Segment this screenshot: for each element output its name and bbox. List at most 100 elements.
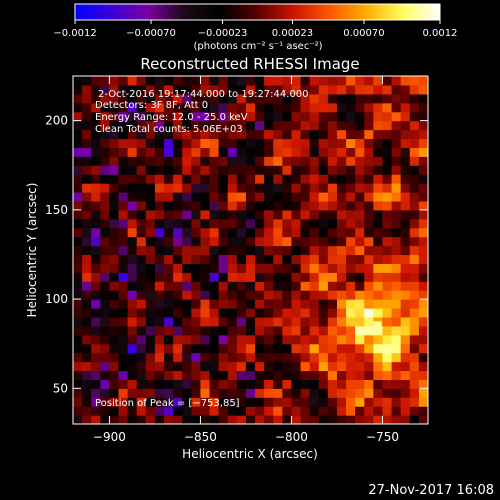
heatmap-cell [236,254,247,264]
heatmap-cell [391,406,402,416]
heatmap-cell [118,406,129,416]
heatmap-cell [300,325,311,336]
heatmap-cell [273,290,283,300]
heatmap-cell [264,147,274,157]
heatmap-cell [373,129,384,140]
heatmap-cell [355,370,365,380]
heatmap-cell [264,192,274,202]
heatmap-cell [382,263,393,273]
heatmap-cell [418,236,428,247]
heatmap-cell [327,209,338,220]
heatmap-cell [273,361,283,372]
heatmap-cell [118,111,129,122]
heatmap-cell [154,316,165,327]
heatmap-cell [200,192,211,202]
heatmap-cell [273,388,283,398]
heatmap-cell [182,299,192,309]
heatmap-cell [100,352,111,363]
heatmap-cell [255,93,265,104]
heatmap-cell [355,165,365,175]
heatmap-cell [91,236,101,247]
heatmap-cell [209,76,220,86]
heatmap-cell [346,388,356,398]
heatmap-cell [346,156,356,166]
heatmap-cell [227,415,238,424]
heatmap-cell [346,361,356,372]
heatmap-cell [309,361,320,372]
heatmap-cell [136,200,147,211]
heatmap-cell [154,299,165,309]
heatmap-cell [309,209,320,220]
heatmap-cell [164,93,174,104]
heatmap-cell [400,84,411,95]
heatmap-cell [336,290,347,300]
heatmap-cell [336,84,347,95]
heatmap-cell [236,334,247,345]
heatmap-cell [200,147,211,157]
heatmap-cell [245,165,256,175]
heatmap-cell [400,361,411,372]
heatmap-cell [136,111,147,122]
heatmap-cell [273,138,283,148]
heatmap-cell [245,102,256,113]
heatmap-cell [127,236,138,247]
heatmap-cell [82,165,92,175]
heatmap-cell [191,156,202,166]
heatmap-cell [82,281,92,291]
heatmap-cell [73,299,83,309]
heatmap-cell [309,200,320,211]
peak-cell [372,321,382,331]
heatmap-cell [145,236,156,247]
heatmap-cell [327,129,338,140]
heatmap-cell [127,397,138,407]
heatmap-cell [91,192,101,202]
heatmap-cell [127,192,138,202]
heatmap-cell [236,388,247,398]
heatmap-cell [236,236,247,247]
heatmap-cell [264,93,274,104]
heatmap-cell [109,120,120,131]
heatmap-cell [418,379,428,389]
heatmap-cell [127,102,138,113]
heatmap-cell [91,245,101,256]
heatmap-cell [164,147,174,157]
annotation-energy: Energy Range: 12.0 - 25.0 keV [95,112,248,123]
heatmap-cell [236,316,247,327]
heatmap-cell [282,102,293,113]
heatmap-cell [136,156,147,166]
heatmap-cell [173,361,183,372]
heatmap-cell [309,192,320,202]
heatmap-cell [327,218,338,229]
heatmap-cell [91,227,101,238]
heatmap-cell [391,76,402,86]
heatmap-cell [118,308,129,318]
heatmap-cell [218,120,229,131]
heatmap-cell [236,218,247,229]
heatmap-cell [409,200,420,211]
heatmap-cell [409,254,420,264]
heatmap-cell [100,254,111,264]
heatmap-cell [364,76,374,86]
heatmap-cell [209,343,220,354]
heatmap-cell [409,388,420,398]
heatmap-cell [118,379,129,389]
heatmap-cell [182,254,192,264]
heatmap-cell [182,343,192,354]
heatmap-cell [373,308,384,318]
heatmap-cell [145,245,156,256]
heatmap-cell [209,102,220,113]
heatmap-cell [291,218,302,229]
heatmap-cell [409,76,420,86]
heatmap-cell [100,84,111,95]
heatmap-cell [136,397,147,407]
heatmap-cell [245,200,256,211]
heatmap-cell [409,406,420,416]
heatmap-cell [191,290,202,300]
heatmap-cell [118,218,129,229]
heatmap-cell [327,102,338,113]
heatmap-cell [227,272,238,282]
heatmap-cell [209,236,220,247]
heatmap-cell [309,406,320,416]
heatmap-cell [145,76,156,86]
heatmap-cell [127,343,138,354]
